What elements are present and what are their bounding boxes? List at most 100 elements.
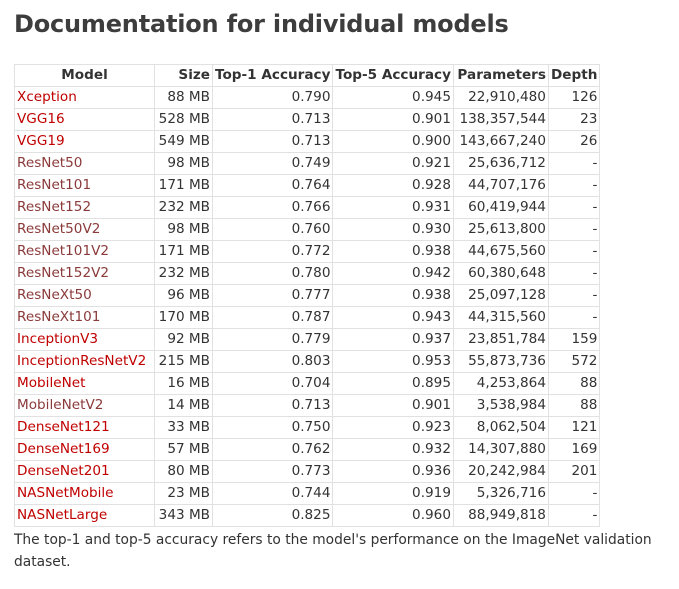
- model-cell: NASNetMobile: [14, 482, 155, 505]
- model-cell: MobileNetV2: [14, 394, 155, 417]
- top5-accuracy-cell: 0.931: [332, 196, 454, 219]
- model-link[interactable]: NASNetMobile: [17, 485, 114, 501]
- model-link[interactable]: InceptionV3: [17, 331, 99, 347]
- depth-cell: -: [547, 174, 601, 197]
- table-row: InceptionResNetV2 215 MB 0.803 0.953 55,873,…: [14, 350, 601, 373]
- depth-cell: -: [547, 504, 601, 527]
- top1-accuracy-cell: 0.780: [211, 262, 334, 285]
- model-link[interactable]: ResNet101V2: [17, 243, 110, 259]
- model-cell: DenseNet169: [14, 438, 155, 461]
- model-cell: ResNeXt101: [14, 306, 155, 329]
- table-row: MobileNet 16 MB 0.704 0.895 4,253,864 88: [14, 372, 601, 395]
- table-row: ResNet101V2 171 MB 0.772 0.938 44,675,560-: [14, 240, 601, 263]
- top5-accuracy-cell: 0.938: [332, 240, 454, 263]
- column-header-size: Size: [154, 64, 213, 87]
- top5-accuracy-cell: 0.901: [332, 394, 454, 417]
- model-link[interactable]: DenseNet169: [17, 441, 110, 457]
- top1-accuracy-cell: 0.772: [211, 240, 334, 263]
- depth-cell: 23: [547, 108, 601, 131]
- model-link[interactable]: Xception: [17, 89, 77, 105]
- depth-cell: 126: [547, 86, 601, 109]
- column-header-depth: Depth: [547, 64, 601, 87]
- top1-accuracy-cell: 0.790: [211, 86, 334, 109]
- top1-accuracy-cell: 0.744: [211, 482, 334, 505]
- model-link[interactable]: VGG16: [17, 111, 65, 127]
- top1-accuracy-cell: 0.704: [211, 372, 334, 395]
- parameters-cell: 23,851,784: [452, 328, 549, 351]
- parameters-cell: 143,667,240: [452, 130, 549, 153]
- model-link[interactable]: InceptionResNetV2: [17, 353, 147, 369]
- column-header-parameters: Parameters: [452, 64, 549, 87]
- model-cell: Xception: [14, 86, 155, 109]
- size-cell: 57 MB: [154, 438, 213, 461]
- top1-accuracy-cell: 0.749: [211, 152, 334, 175]
- size-cell: 232 MB: [154, 262, 213, 285]
- model-link[interactable]: DenseNet201: [17, 463, 110, 479]
- model-cell: VGG16: [14, 108, 155, 131]
- top5-accuracy-cell: 0.921: [332, 152, 454, 175]
- size-cell: 80 MB: [154, 460, 213, 483]
- model-link[interactable]: ResNet50: [17, 155, 83, 171]
- table-row: ResNeXt101 170 MB 0.787 0.943 44,315,560-: [14, 306, 601, 329]
- model-cell: DenseNet121: [14, 416, 155, 439]
- parameters-cell: 22,910,480: [452, 86, 549, 109]
- model-link[interactable]: ResNeXt101: [17, 309, 101, 325]
- top5-accuracy-cell: 0.932: [332, 438, 454, 461]
- top5-accuracy-cell: 0.923: [332, 416, 454, 439]
- top1-accuracy-cell: 0.803: [211, 350, 334, 373]
- table-row: ResNet152V2 232 MB 0.780 0.942 60,380,648-: [14, 262, 601, 285]
- parameters-cell: 5,326,716: [452, 482, 549, 505]
- parameters-cell: 8,062,504: [452, 416, 549, 439]
- size-cell: 14 MB: [154, 394, 213, 417]
- table-row: NASNetMobile 23 MB 0.744 0.919 5,326,716-: [14, 482, 601, 505]
- depth-cell: 121: [547, 416, 601, 439]
- top5-accuracy-cell: 0.945: [332, 86, 454, 109]
- size-cell: 92 MB: [154, 328, 213, 351]
- model-link[interactable]: NASNetLarge: [17, 507, 108, 523]
- model-link[interactable]: DenseNet121: [17, 419, 110, 435]
- size-cell: 343 MB: [154, 504, 213, 527]
- depth-cell: 159: [547, 328, 601, 351]
- depth-cell: 201: [547, 460, 601, 483]
- parameters-cell: 4,253,864: [452, 372, 549, 395]
- model-link[interactable]: ResNet152: [17, 199, 92, 215]
- parameters-cell: 60,380,648: [452, 262, 549, 285]
- top5-accuracy-cell: 0.919: [332, 482, 454, 505]
- top5-accuracy-cell: 0.928: [332, 174, 454, 197]
- table-row: VGG19 549 MB 0.713 0.900 143,667,240 26: [14, 130, 601, 153]
- table-row: VGG16 528 MB 0.713 0.901 138,357,544 23: [14, 108, 601, 131]
- table-row: ResNet50V2 98 MB 0.760 0.930 25,613,800-: [14, 218, 601, 241]
- size-cell: 98 MB: [154, 218, 213, 241]
- depth-cell: 169: [547, 438, 601, 461]
- depth-cell: 88: [547, 394, 601, 417]
- model-cell: VGG19: [14, 130, 155, 153]
- page-title: Documentation for individual models: [14, 10, 509, 38]
- table-row: ResNet101 171 MB 0.764 0.928 44,707,176-: [14, 174, 601, 197]
- parameters-cell: 44,675,560: [452, 240, 549, 263]
- size-cell: 33 MB: [154, 416, 213, 439]
- model-link[interactable]: VGG19: [17, 133, 65, 149]
- size-cell: 528 MB: [154, 108, 213, 131]
- size-cell: 96 MB: [154, 284, 213, 307]
- model-link[interactable]: MobileNet: [17, 375, 86, 391]
- models-table: Model Size Top-1 Accuracy Top-5 Accuracy…: [14, 64, 601, 527]
- model-link[interactable]: ResNet101: [17, 177, 92, 193]
- parameters-cell: 14,307,880: [452, 438, 549, 461]
- depth-cell: -: [547, 262, 601, 285]
- parameters-cell: 25,636,712: [452, 152, 549, 175]
- table-row: NASNetLarge 343 MB 0.825 0.960 88,949,818-: [14, 504, 601, 527]
- model-link[interactable]: ResNeXt50: [17, 287, 92, 303]
- model-link[interactable]: MobileNetV2: [17, 397, 104, 413]
- depth-cell: 26: [547, 130, 601, 153]
- model-link[interactable]: ResNet152V2: [17, 265, 110, 281]
- model-cell: ResNet50: [14, 152, 155, 175]
- top5-accuracy-cell: 0.943: [332, 306, 454, 329]
- depth-cell: -: [547, 482, 601, 505]
- size-cell: 23 MB: [154, 482, 213, 505]
- parameters-cell: 44,707,176: [452, 174, 549, 197]
- model-link[interactable]: ResNet50V2: [17, 221, 101, 237]
- table-row: DenseNet121 33 MB 0.750 0.923 8,062,504 121: [14, 416, 601, 439]
- top5-accuracy-cell: 0.953: [332, 350, 454, 373]
- top1-accuracy-cell: 0.764: [211, 174, 334, 197]
- top5-accuracy-cell: 0.938: [332, 284, 454, 307]
